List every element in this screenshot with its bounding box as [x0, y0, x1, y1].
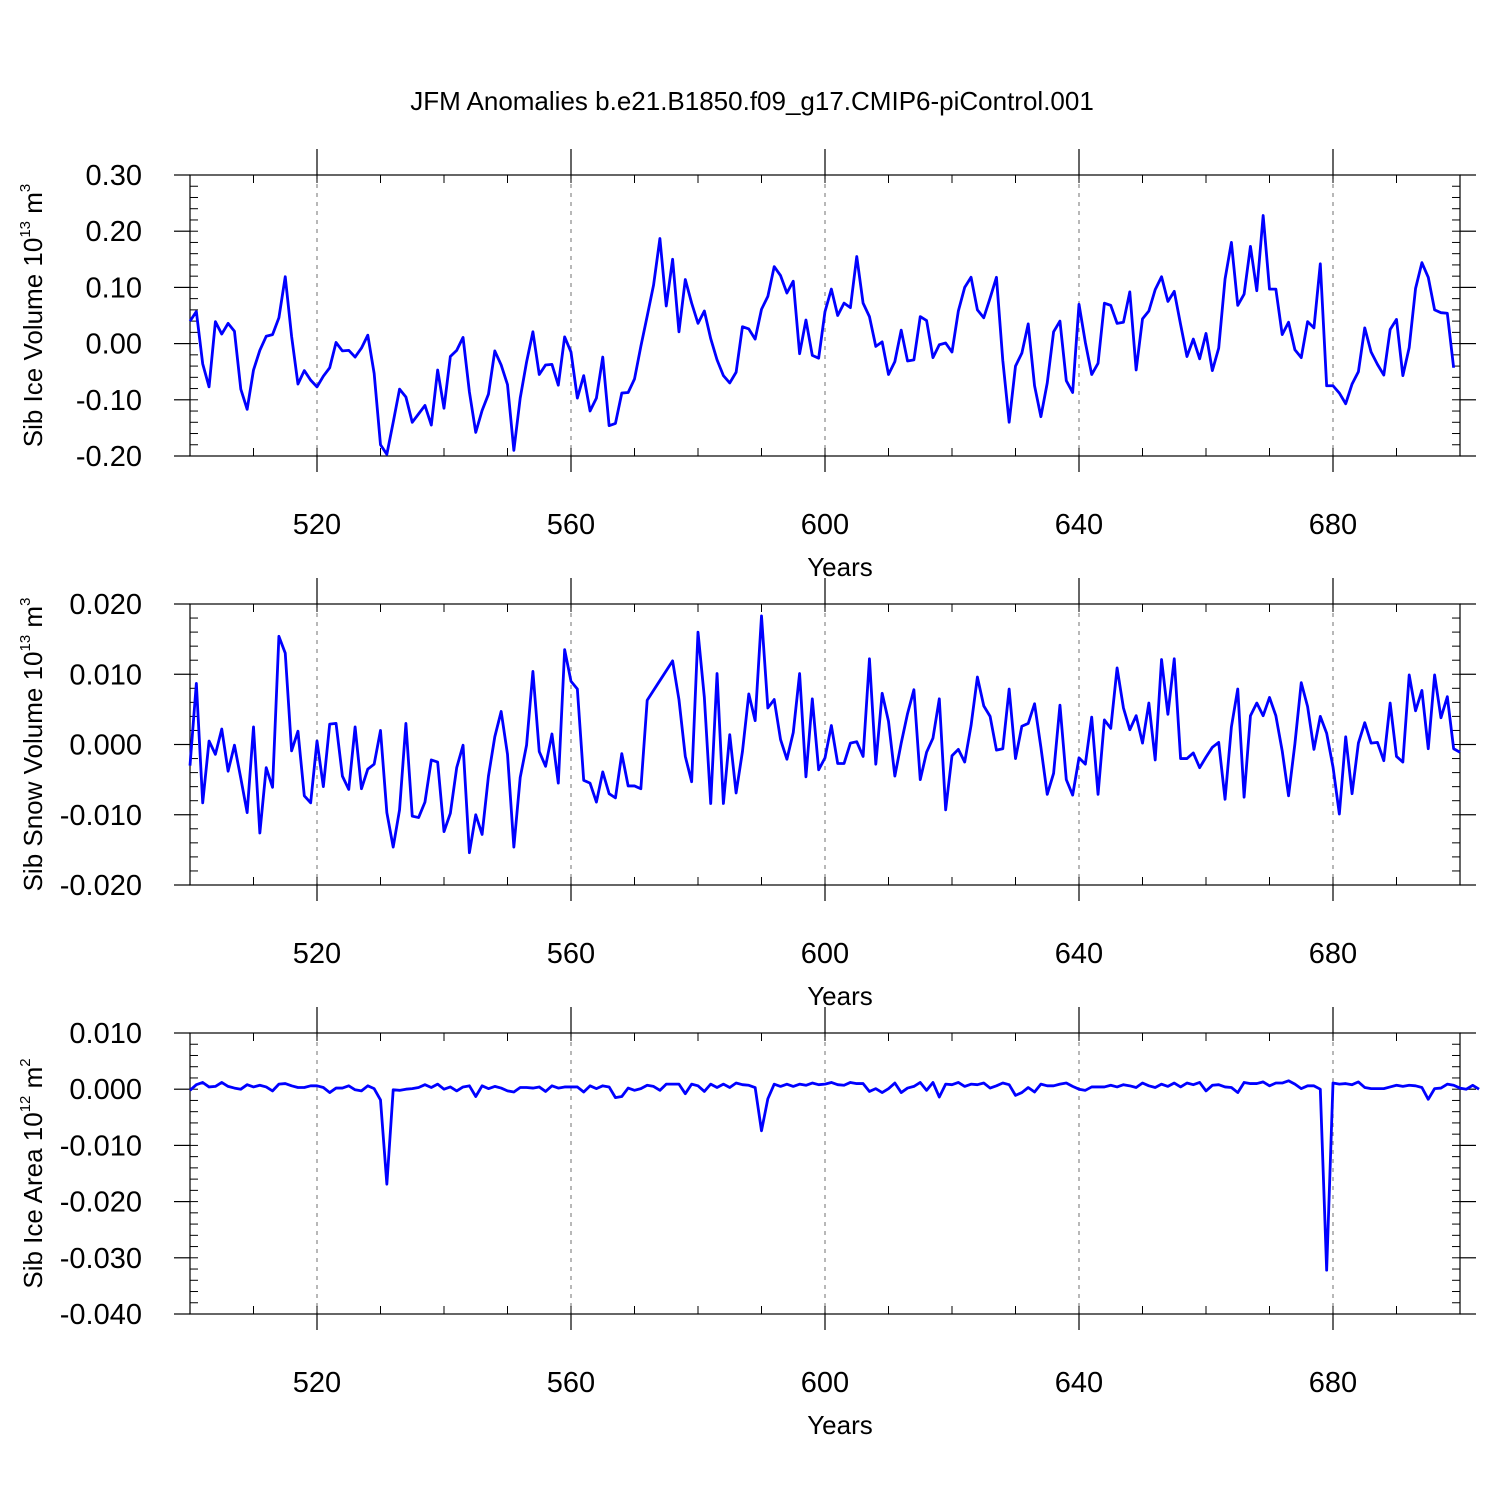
x-tick-label: 520 — [293, 1367, 341, 1399]
ylabel-ice-area-unit-exponent: 2 — [17, 1058, 34, 1066]
ylabel-ice-volume-text: Sib Ice Volume 10 — [18, 238, 48, 448]
y-tick-label: -0.20 — [76, 441, 142, 473]
y-tick-label: 0.000 — [69, 1074, 142, 1106]
y-tick-label: -0.030 — [60, 1243, 142, 1275]
ylabel-ice-volume: Sib Ice Volume 1013 m3 — [17, 184, 48, 448]
ylabel-snow-volume-unit: m — [18, 606, 48, 635]
y-tick-label: -0.10 — [76, 385, 142, 417]
y-tick-label: 0.20 — [86, 216, 142, 248]
x-tick-label: 520 — [293, 509, 341, 541]
ylabel-snow-volume-unit-exponent: 3 — [17, 598, 34, 606]
panel-snow-volume: 520 560 600 640 680 -0.020 -0.010 0.000 0.010 0.0… — [17, 578, 1476, 1011]
x-tick-label: 560 — [547, 1367, 595, 1399]
xlabel-snow-volume: Years — [807, 981, 873, 1011]
ylabel-ice-volume-unit-exponent: 3 — [17, 184, 34, 192]
ylabel-ice-area-text: Sib Ice Area 10 — [18, 1112, 48, 1288]
x-tick-label: 680 — [1309, 509, 1357, 541]
y-tick-label: -0.010 — [60, 800, 142, 832]
ylabel-snow-volume-text: Sib Snow Volume 10 — [18, 651, 48, 891]
x-tick-label: 680 — [1309, 1367, 1357, 1399]
y-tick-label: -0.020 — [60, 870, 142, 902]
ylabel-ice-volume-exponent: 13 — [17, 221, 34, 238]
x-tick-label: 520 — [293, 938, 341, 970]
ylabel-ice-area-unit: m — [18, 1067, 48, 1096]
y-tick-label: 0.000 — [69, 730, 142, 762]
x-tick-label: 600 — [801, 938, 849, 970]
x-tick-label: 640 — [1055, 1367, 1103, 1399]
ylabel-snow-volume-exponent: 13 — [17, 635, 34, 652]
plot-frame — [189, 1032, 1461, 1315]
plot-frame — [189, 603, 1461, 886]
x-tick-label: 680 — [1309, 938, 1357, 970]
series-line-ice-area — [189, 1079, 1480, 1272]
plot-frame — [189, 174, 1461, 457]
x-tick-label: 560 — [547, 938, 595, 970]
y-tick-label: 0.10 — [86, 272, 142, 304]
xlabel-ice-area: Years — [807, 1410, 873, 1440]
panel-ice-volume: 520 560 600 640 680 -0.20 -0.10 0.00 0.10 0.20 0.3… — [17, 149, 1476, 582]
panel-ice-area: 520 560 600 640 680 -0.040 -0.030 -0.020 -0.010 0… — [17, 1007, 1480, 1440]
series-line-ice-volume — [188, 214, 1456, 456]
y-tick-label: -0.040 — [60, 1299, 142, 1331]
y-tick-label: -0.020 — [60, 1187, 142, 1219]
x-tick-label: 600 — [801, 1367, 849, 1399]
xlabel-ice-volume: Years — [807, 552, 873, 582]
ylabel-ice-area: Sib Ice Area 1012 m2 — [17, 1058, 48, 1288]
y-tick-label: 0.020 — [69, 589, 142, 621]
y-tick-label: 0.010 — [69, 659, 142, 691]
figure-title: JFM Anomalies b.e21.B1850.f09_g17.CMIP6-… — [410, 86, 1094, 116]
series-line-snow-volume — [188, 614, 1461, 855]
y-tick-label: 0.00 — [86, 329, 142, 361]
x-tick-label: 600 — [801, 509, 849, 541]
x-tick-label: 640 — [1055, 938, 1103, 970]
ylabel-ice-volume-unit: m — [18, 192, 48, 221]
x-tick-label: 560 — [547, 509, 595, 541]
y-tick-label: 0.30 — [86, 160, 142, 192]
ylabel-snow-volume: Sib Snow Volume 1013 m3 — [17, 598, 48, 892]
y-tick-label: -0.010 — [60, 1130, 142, 1162]
x-tick-label: 640 — [1055, 509, 1103, 541]
y-tick-label: 0.010 — [69, 1018, 142, 1050]
ylabel-ice-area-exponent: 12 — [17, 1096, 34, 1113]
